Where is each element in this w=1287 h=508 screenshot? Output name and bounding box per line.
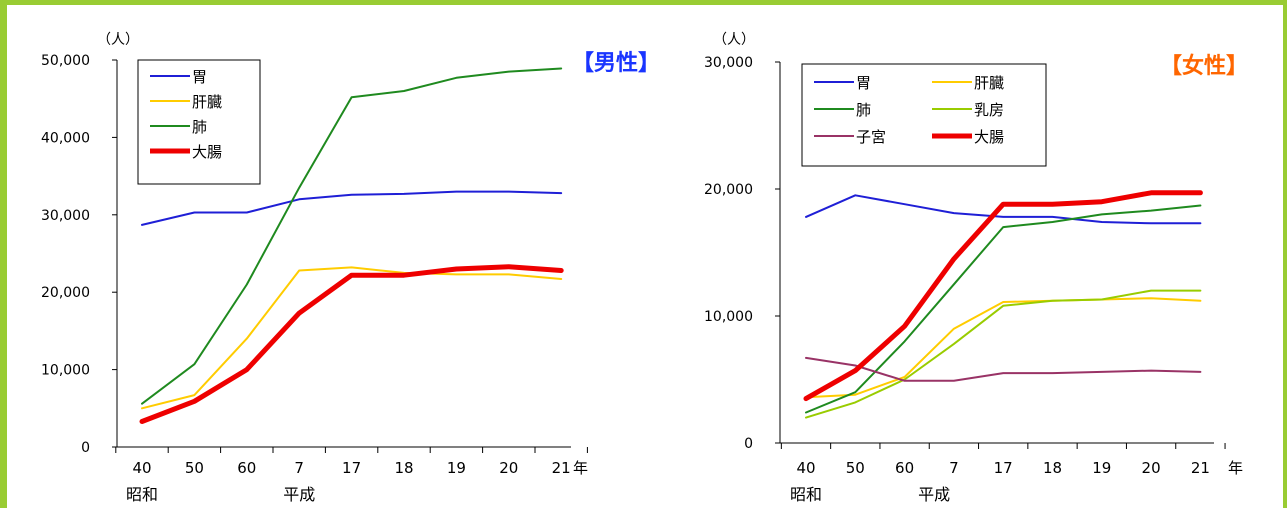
x-tick-label: 17 xyxy=(994,459,1013,477)
female-chart: 0 10,000 20,000 30,000 40 50 60 7 17 18 19 20 21 昭和 平成… xyxy=(704,32,1248,504)
series-line-胃 xyxy=(805,194,1202,225)
x-tick-label: 18 xyxy=(394,459,413,477)
x-tick-label: 60 xyxy=(237,459,256,477)
x-unit-label: 年 xyxy=(573,459,588,477)
chart-title: 【男性】 xyxy=(572,51,660,76)
x-tick-label: 21 xyxy=(1191,459,1210,477)
x-unit-label: 年 xyxy=(1228,459,1243,477)
y-tick-label: 30,000 xyxy=(41,208,90,224)
male-chart: 0 10,000 20,000 30,000 40,000 50,000 40 50 60 7 17… xyxy=(41,32,660,504)
x-tick-label: 19 xyxy=(1092,459,1111,477)
y-tick-label: 0 xyxy=(744,436,753,452)
era-label: 昭和 xyxy=(126,485,158,504)
legend-label: 胃 xyxy=(192,68,207,86)
series-line-大腸 xyxy=(139,264,564,424)
legend-label: 肺 xyxy=(192,118,207,136)
x-tick-label: 60 xyxy=(895,459,914,477)
legend-box xyxy=(801,63,1047,167)
x-tick-label: 50 xyxy=(185,459,204,477)
series-line-子宮 xyxy=(805,356,1202,382)
x-tick-label: 40 xyxy=(132,459,151,477)
legend-label: 大腸 xyxy=(974,128,1004,146)
series-line-肝臓 xyxy=(805,297,1202,399)
y-tick-label: 10,000 xyxy=(704,309,753,325)
legend-label: 胃 xyxy=(856,74,871,92)
legend-label: 肝臓 xyxy=(974,74,1004,92)
x-tick-label: 18 xyxy=(1043,459,1062,477)
legend-label: 子宮 xyxy=(856,128,886,146)
y-tick-label: 20,000 xyxy=(41,285,90,301)
series-line-胃 xyxy=(141,190,563,226)
y-tick-label: 30,000 xyxy=(704,55,753,71)
legend-label: 乳房 xyxy=(974,101,1004,119)
legend-label: 肺 xyxy=(856,101,871,119)
series-line-肝臓 xyxy=(141,266,563,410)
series-line-肺 xyxy=(805,204,1202,414)
x-tick-label: 7 xyxy=(294,459,304,477)
x-tick-label: 40 xyxy=(796,459,815,477)
y-tick-label: 0 xyxy=(81,440,90,456)
x-tick-label: 7 xyxy=(949,459,959,477)
chart-title: 【女性】 xyxy=(1160,53,1248,79)
era-label: 昭和 xyxy=(790,485,822,504)
y-tick-label: 20,000 xyxy=(704,182,753,198)
series-line-乳房 xyxy=(805,289,1202,419)
legend-label: 大腸 xyxy=(192,143,222,161)
era-label: 平成 xyxy=(283,485,315,504)
series-line-大腸 xyxy=(803,190,1203,402)
series-line-肺 xyxy=(141,67,563,405)
legend-label: 肝臓 xyxy=(192,93,222,111)
x-tick-label: 17 xyxy=(342,459,361,477)
y-tick-label: 10,000 xyxy=(41,363,90,379)
y-tick-label: 50,000 xyxy=(41,53,90,69)
x-tick-label: 20 xyxy=(499,459,518,477)
x-tick-label: 50 xyxy=(846,459,865,477)
x-tick-label: 20 xyxy=(1142,459,1161,477)
y-unit-label: （人） xyxy=(97,32,139,48)
y-tick-label: 40,000 xyxy=(41,130,90,146)
y-unit-label: （人） xyxy=(713,32,755,48)
x-tick-label: 21 xyxy=(552,459,571,477)
legend-box xyxy=(137,59,261,185)
x-tick-label: 19 xyxy=(447,459,466,477)
era-label: 平成 xyxy=(918,485,950,504)
